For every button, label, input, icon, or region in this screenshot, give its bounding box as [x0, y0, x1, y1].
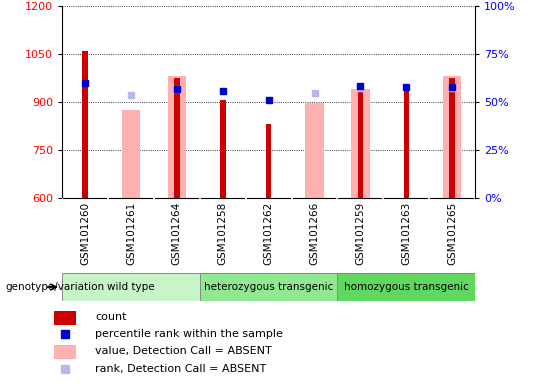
Text: value, Detection Call = ABSENT: value, Detection Call = ABSENT: [96, 346, 272, 356]
Bar: [174, 78, 180, 198]
Text: GSM101266: GSM101266: [309, 202, 320, 265]
Bar: [403, 89, 409, 198]
Text: count: count: [96, 312, 127, 322]
Text: percentile rank within the sample: percentile rank within the sample: [96, 329, 283, 339]
Text: heterozygous transgenic: heterozygous transgenic: [204, 282, 333, 292]
Text: genotype/variation: genotype/variation: [5, 282, 105, 292]
Bar: [449, 78, 455, 198]
Text: GSM101265: GSM101265: [447, 202, 457, 265]
Bar: [357, 89, 363, 198]
Bar: [167, 76, 186, 198]
Text: rank, Detection Call = ABSENT: rank, Detection Call = ABSENT: [96, 364, 267, 374]
Bar: [53, 345, 76, 359]
Bar: [220, 100, 226, 198]
Text: homozygous transgenic: homozygous transgenic: [344, 282, 469, 292]
Text: GSM101260: GSM101260: [80, 202, 90, 265]
Bar: [62, 273, 200, 301]
Bar: [338, 273, 475, 301]
Text: GSM101263: GSM101263: [401, 202, 411, 265]
Bar: [351, 89, 369, 198]
Text: wild type: wild type: [107, 282, 155, 292]
Text: GSM101258: GSM101258: [218, 202, 228, 265]
Bar: [200, 273, 338, 301]
Bar: [305, 103, 323, 198]
Bar: [122, 111, 140, 198]
Bar: [443, 76, 461, 198]
Bar: [53, 311, 76, 325]
Bar: [266, 124, 272, 198]
Text: GSM101262: GSM101262: [264, 202, 274, 265]
Text: GSM101259: GSM101259: [355, 202, 366, 265]
Text: GSM101261: GSM101261: [126, 202, 136, 265]
Bar: [82, 51, 88, 198]
Text: GSM101264: GSM101264: [172, 202, 182, 265]
